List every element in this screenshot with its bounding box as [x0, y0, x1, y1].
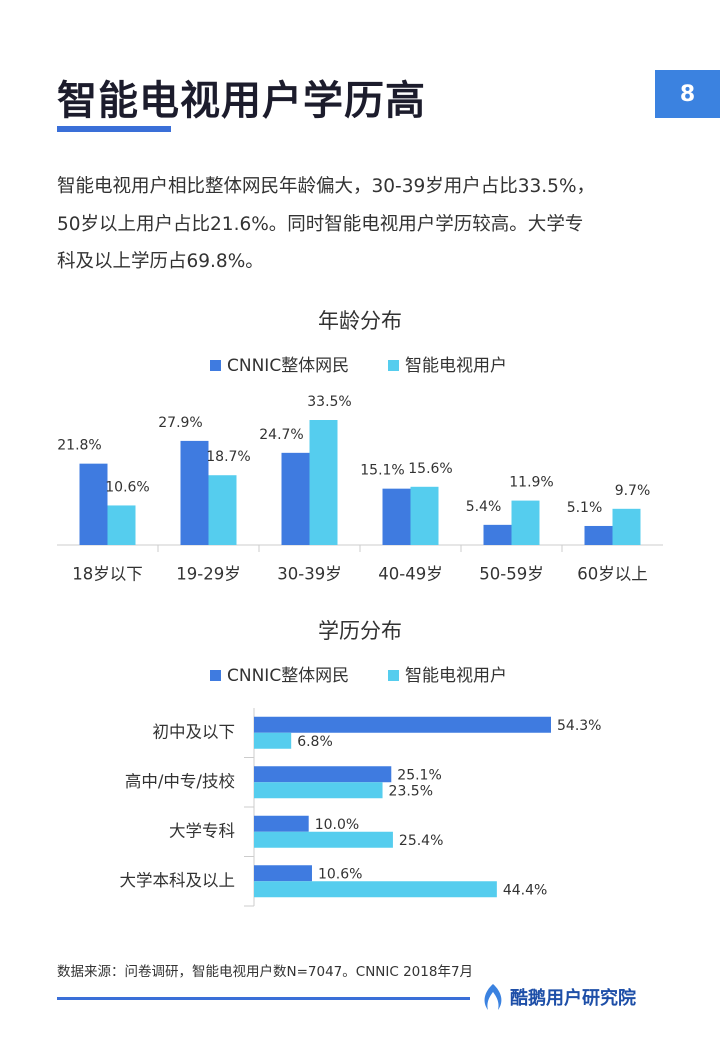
value-label: 5.4%: [466, 499, 502, 515]
chart-title: 年龄分布: [318, 309, 402, 333]
bar: [180, 440, 209, 545]
bar: [309, 420, 338, 545]
value-label: 24.7%: [259, 427, 303, 443]
value-label: 9.7%: [615, 483, 651, 499]
paragraph-line: 科及以上学历占69.8%。: [57, 251, 264, 272]
brand-logo: [484, 984, 502, 1010]
bar: [410, 486, 439, 545]
value-label: 10.6%: [105, 479, 149, 495]
bar: [254, 831, 393, 848]
y-tick-label: 初中及以下: [153, 722, 236, 741]
bar: [281, 452, 310, 545]
y-tick-label: 大学专科: [169, 821, 235, 840]
bar: [254, 766, 392, 783]
value-label: 33.5%: [307, 394, 351, 410]
bar: [254, 881, 497, 898]
x-tick-label: 30-39岁: [277, 565, 341, 584]
bar: [382, 488, 411, 545]
bar: [483, 524, 512, 545]
y-tick-label: 大学本科及以上: [120, 871, 236, 890]
page-number: 8: [655, 70, 720, 118]
bar: [511, 500, 540, 545]
value-label: 25.1%: [397, 767, 441, 783]
bar: [254, 782, 383, 799]
x-tick-label: 60岁以上: [577, 565, 648, 584]
footer-line: [57, 997, 470, 1000]
value-label: 15.6%: [408, 461, 452, 477]
bar: [584, 525, 613, 545]
value-label: 11.9%: [509, 475, 553, 491]
bar: [254, 815, 309, 832]
value-label: 21.8%: [57, 438, 101, 454]
x-tick-label: 40-49岁: [378, 565, 442, 584]
value-label: 18.7%: [206, 449, 250, 465]
x-tick-label: 19-29岁: [176, 565, 240, 584]
value-label: 27.9%: [158, 415, 202, 431]
value-label: 54.3%: [557, 718, 601, 734]
value-label: 6.8%: [297, 734, 333, 750]
x-tick-label: 18岁以下: [72, 565, 143, 584]
value-label: 15.1%: [360, 463, 404, 479]
page-title: 智能电视用户学历高: [57, 78, 426, 124]
paragraph-line: 50岁以上用户占比21.6%。同时智能电视用户学历较高。大学专: [57, 213, 584, 235]
brand-name: 酷鹅用户研究院: [510, 988, 636, 1009]
bar: [254, 732, 292, 749]
legend-label: 智能电视用户: [405, 666, 507, 686]
value-label: 10.6%: [318, 866, 362, 882]
bar: [254, 865, 312, 882]
legend-swatch: [388, 360, 399, 371]
value-label: 23.5%: [389, 783, 433, 799]
legend-label: 智能电视用户: [405, 356, 507, 376]
paragraph: 智能电视用户相比整体网民年龄偏大，30-39岁用户占比33.5%， 50岁以上用…: [57, 168, 595, 281]
chart-title: 学历分布: [318, 619, 402, 643]
source-note: 数据来源：问卷调研，智能电视用户数N=7047。CNNIC 2018年7月: [57, 964, 474, 980]
x-tick-label: 50-59岁: [479, 565, 543, 584]
bar: [612, 508, 641, 545]
legend-label: CNNIC整体网民: [227, 666, 349, 686]
title-underline: [57, 126, 171, 132]
value-label: 5.1%: [567, 500, 603, 516]
legend-swatch: [210, 670, 221, 681]
legend-label: CNNIC整体网民: [227, 356, 349, 376]
bar: [254, 716, 551, 733]
legend-swatch: [388, 670, 399, 681]
paragraph-line: 智能电视用户相比整体网民年龄偏大，30-39岁用户占比33.5%，: [57, 176, 596, 197]
legend-swatch: [210, 360, 221, 371]
value-label: 25.4%: [399, 833, 443, 849]
bar: [208, 475, 237, 545]
bar: [79, 463, 108, 545]
y-tick-label: 高中/中专/技校: [125, 772, 235, 791]
value-label: 10.0%: [315, 817, 359, 833]
value-label: 44.4%: [503, 882, 547, 898]
bar: [107, 505, 136, 545]
